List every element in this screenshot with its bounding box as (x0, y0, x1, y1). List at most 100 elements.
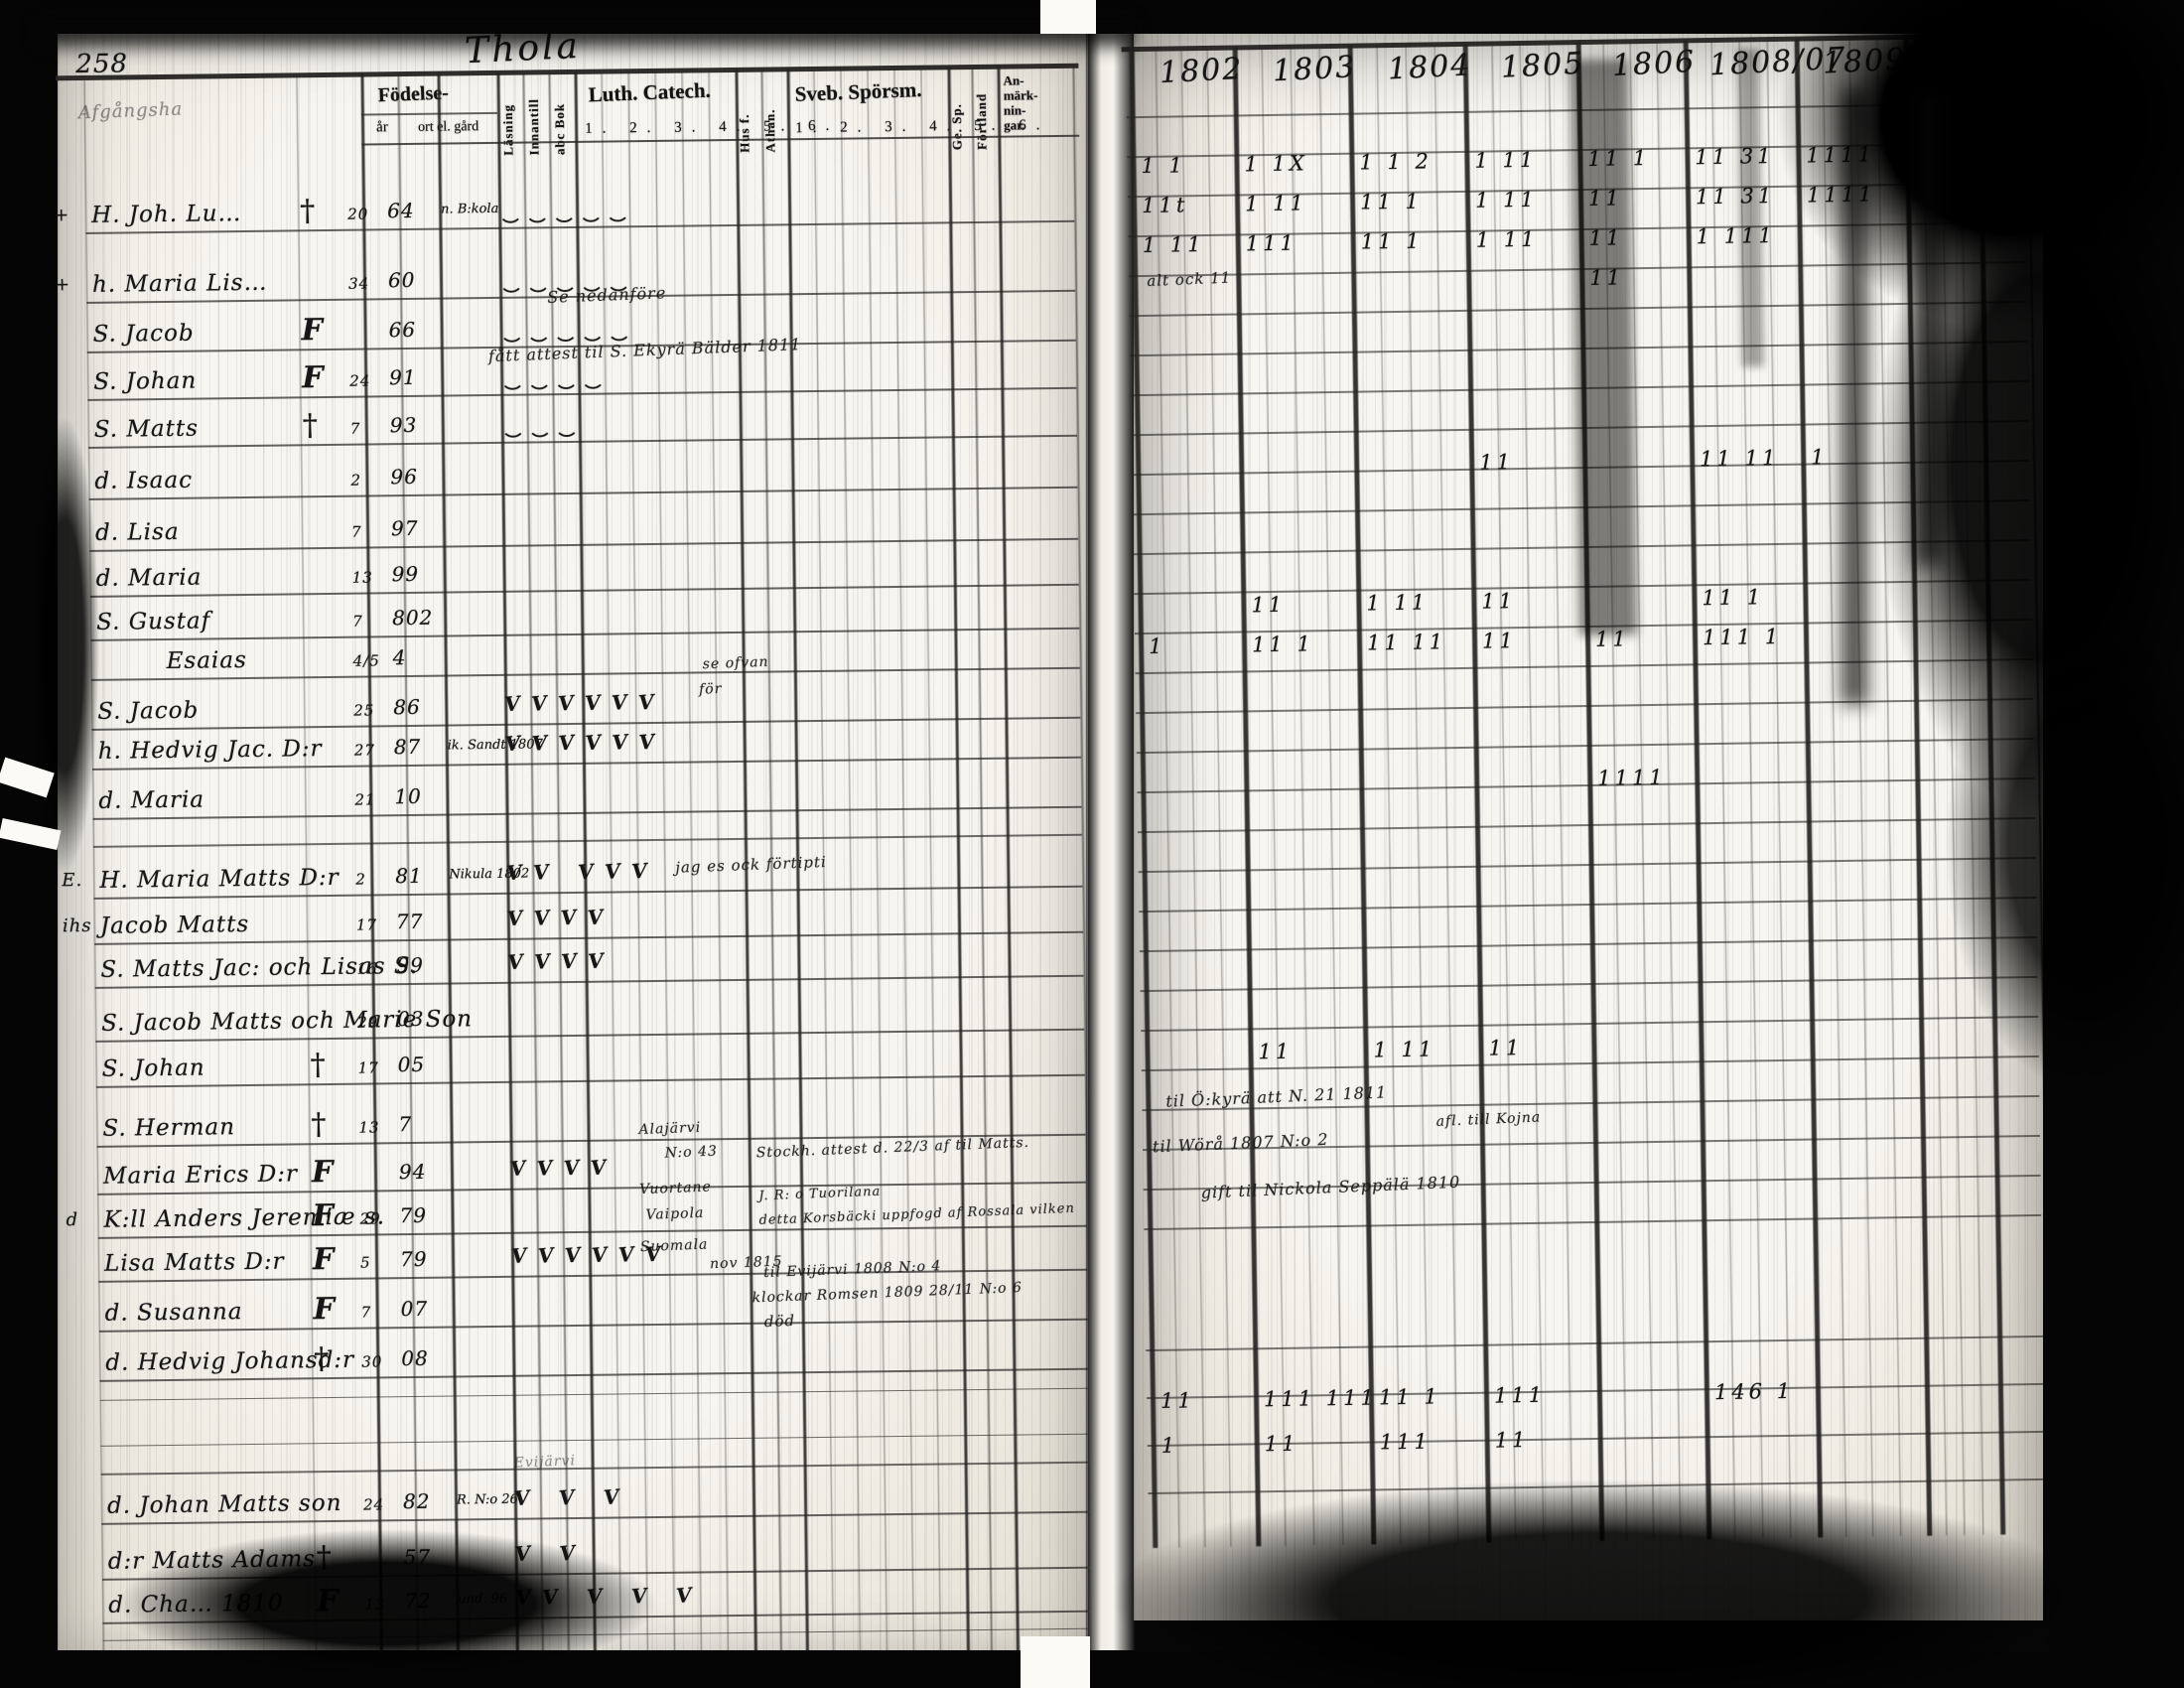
reading-check-mark: V (559, 905, 578, 930)
birth-day: 29 (357, 1013, 379, 1032)
attendance-marks: 1 11 (1244, 191, 1308, 216)
birth-day: 29 (359, 1209, 381, 1228)
birth-day: 30 (361, 1352, 383, 1371)
birth-year: 81 (395, 863, 423, 889)
birth-year: 97 (390, 515, 419, 541)
year-label: 1802 (1159, 51, 1245, 91)
attendance-marks: 1 11 (1474, 147, 1538, 173)
header-innantill: Innantill (525, 97, 542, 156)
reading-check-mark: V (562, 1155, 581, 1181)
deceased-cross: † (299, 194, 317, 229)
attendance-marks: 1 11 (1366, 590, 1430, 616)
row-name: S. Herman (102, 1114, 236, 1142)
attendance-marks: 11 1 (1360, 228, 1424, 254)
reading-arc-mark (526, 326, 551, 343)
right-row-rule (1144, 1213, 2042, 1230)
reading-arc-mark (580, 325, 605, 342)
header-athan: Athan. (761, 108, 778, 153)
annotation: Vuortane (638, 1179, 713, 1198)
right-table-row: 11 111 111 11 1 111 146 1 (1143, 1375, 2048, 1425)
right-row-rule (1138, 816, 2035, 833)
row-name: d. Lisa (94, 518, 180, 546)
reading-check-mark: V (533, 948, 551, 974)
annotation: Afgångsha (77, 98, 184, 124)
ink-streak (1914, 89, 1944, 566)
row-name: d. Susanna (104, 1299, 243, 1327)
reading-check-mark: V (557, 730, 576, 756)
ink-bleed-column (1736, 49, 1764, 367)
row-name: Jacob Matts (99, 911, 250, 939)
attendance-marks: 1 1 (1141, 153, 1187, 179)
attendance-marks: 11 (1488, 1036, 1524, 1060)
birth-year: 64 (386, 198, 415, 223)
birth-day: 7 (350, 522, 362, 541)
header-gesp: Ge. Sp. (948, 103, 965, 151)
attendance-marks: 11 1 (1378, 1384, 1441, 1410)
annotation: Vaipola (645, 1204, 705, 1223)
birth-day: 7 (360, 1303, 372, 1322)
birth-year: 10 (394, 783, 422, 809)
reading-arc-mark (498, 276, 524, 293)
table-row: Maria Erics D:r F 94 V V V V (62, 1152, 1092, 1198)
reading-check-mark: V (530, 690, 548, 717)
annotation: Alajärvi (638, 1119, 702, 1139)
attendance-marks: 1 (1148, 633, 1166, 658)
right-table-row: 1 11 111 11 (1144, 1420, 2049, 1470)
attendance-marks: 1 (1811, 445, 1829, 470)
birth-day: 27 (353, 741, 375, 760)
reading-check-mark: V (584, 690, 602, 716)
birth-year: 96 (390, 464, 419, 490)
row-name: d. Maria (98, 786, 205, 814)
left-page-content: 258 Thola Födelse- år ort el. gård Läsni… (48, 20, 1098, 1677)
table-row: d. Isaac 2 96 (53, 457, 1083, 503)
birth-day: 7 (352, 612, 363, 631)
table-row: d. Johan Matts son 24 82 R. N:o 26 V V V (66, 1481, 1096, 1528)
ink-stain-right-mid (1946, 596, 2184, 1092)
birth-year: 86 (393, 694, 421, 720)
flytt-mark: F (301, 313, 325, 349)
table-row: S. Matts † 7 93 (53, 405, 1083, 452)
table-row: S. Johan F 24 91 (52, 357, 1082, 404)
attendance-marks: 11 1 (1702, 585, 1765, 611)
annotation: se ofvan (702, 653, 769, 673)
table-row: Esaias 4/5 4 (56, 637, 1086, 684)
birth-day: 4/5 (352, 651, 380, 670)
birth-day: 2 (355, 870, 367, 889)
annotation: Se nedanföre (546, 283, 667, 307)
attendance-marks: 11 31 (1695, 183, 1776, 210)
margin-mark: + (54, 274, 71, 296)
reading-check-mark: V (617, 1241, 635, 1267)
table-row: E. H. Maria Matts D:r 2 81 Nikula 1802 V V V V V (58, 856, 1088, 903)
annotation: afl. till Kojna (1435, 1109, 1542, 1130)
deceased-cross: † (314, 1341, 331, 1377)
reading-check-mark: V (506, 949, 524, 975)
reading-arc-mark (607, 325, 631, 342)
book-binding (1086, 20, 1136, 1676)
reading-check-mark: V (630, 858, 648, 884)
row-name: d. Johan Matts son (106, 1489, 342, 1519)
table-row: d. Lisa 7 97 (54, 508, 1084, 555)
left-margin-blot (30, 417, 99, 874)
reading-check-mark: V (637, 689, 655, 715)
birth-day: 16 (356, 959, 378, 978)
year-label: 1804 (1387, 48, 1473, 87)
birth-year: 79 (399, 1246, 428, 1272)
fodelse-divider-rule (360, 111, 497, 116)
table-row: S. Gustaf 7 802 (55, 598, 1085, 644)
attendance-marks: 111 111 (1263, 1385, 1379, 1412)
right-row-rule (1139, 896, 2037, 913)
row-name: S. Jacob (92, 320, 195, 348)
row-name: S. Johan (93, 367, 198, 395)
attendance-marks: 111 (1245, 230, 1298, 256)
header-lasning: Läsning (499, 103, 516, 156)
reading-check-mark: V (603, 1483, 620, 1510)
birth-day: 13 (351, 568, 373, 587)
deceased-cross: † (311, 1107, 328, 1143)
row-name: Lisa Matts D:r (103, 1248, 285, 1277)
reading-check-mark: V (584, 730, 603, 756)
row-name: K:ll Anders Jeremiæ s. (103, 1203, 386, 1233)
birth-day: 5 (359, 1253, 371, 1272)
reading-check-mark: V (564, 1242, 582, 1268)
right-row-rule (1138, 856, 2036, 873)
